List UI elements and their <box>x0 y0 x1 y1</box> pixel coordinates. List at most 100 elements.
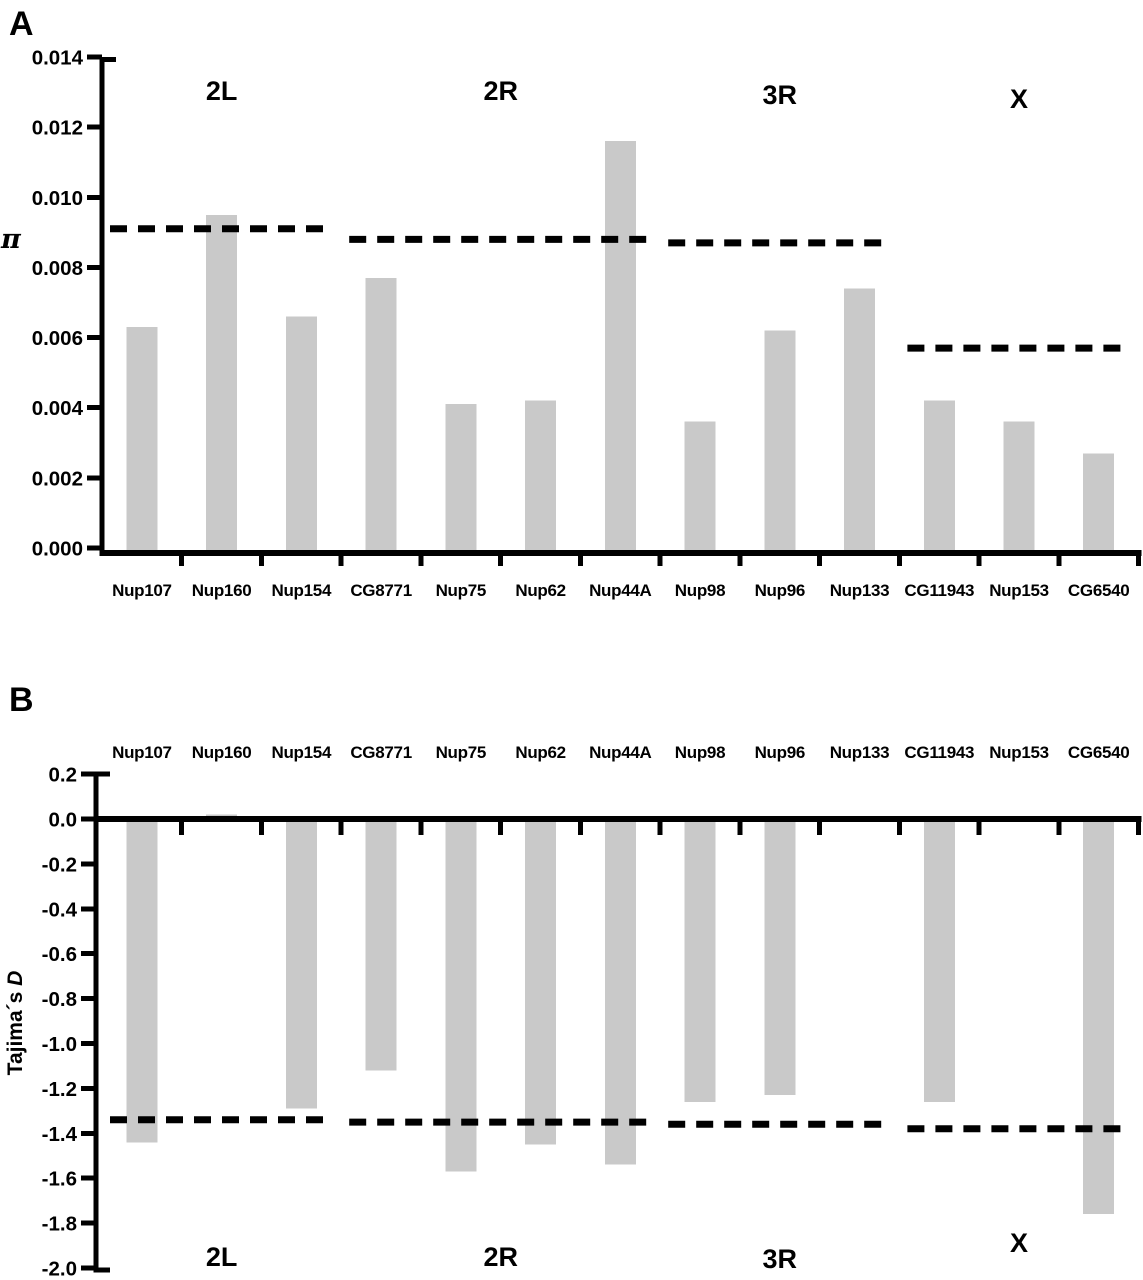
panel-a-bar-Nup75 <box>445 404 477 552</box>
panel-b-gene-label-Nup98: Nup98 <box>675 743 725 762</box>
panel-b-y-tick <box>81 861 96 867</box>
panel-b-bar-Nup96 <box>764 821 796 1096</box>
panel-a-gene-label-Nup75: Nup75 <box>436 581 486 600</box>
panel-a-bar-CG8771 <box>365 277 397 552</box>
panel-b-bar-CG6540 <box>1083 821 1115 1215</box>
panel-b-group-label-2L: 2L <box>206 1242 238 1272</box>
panel-b-bar-Nup44A <box>604 821 636 1165</box>
panel-b-y-tick-label: -0.6 <box>42 943 77 966</box>
panel-a-gene-label-Nup62: Nup62 <box>515 581 565 600</box>
panel-a-group-label-3R: 3R <box>763 80 798 110</box>
panel-b-x-tick <box>896 822 902 835</box>
panel-b-y-tick-label: -0.8 <box>42 988 77 1011</box>
panel-a-gene-label-Nup44A: Nup44A <box>589 581 651 600</box>
panel-b-y-tick-label: -1.0 <box>42 1033 77 1056</box>
panel-b-x-tick <box>1136 822 1142 835</box>
panel-a-y-tick-label: 0.004 <box>32 397 84 420</box>
panel-a-x-tick <box>896 552 902 566</box>
panel-b-gene-label-Nup160: Nup160 <box>192 743 252 762</box>
panel-a-x-tick <box>817 552 823 566</box>
panel-a-y-tick-label: 0.006 <box>32 327 83 350</box>
panel-b-gene-label-CG11943: CG11943 <box>904 743 974 762</box>
panel-a-y-axis-cap <box>104 57 116 62</box>
panel-b-y-tick-label: -1.8 <box>42 1213 77 1236</box>
panel-a-bar-Nup154 <box>285 316 317 552</box>
panel-a-gene-label-Nup96: Nup96 <box>755 581 805 600</box>
panel-a-x-tick <box>737 552 743 566</box>
panel-b-y-tick <box>81 951 96 957</box>
panel-a-gene-label-Nup153: Nup153 <box>989 581 1049 600</box>
panel-b-y-tick <box>81 1085 96 1091</box>
panel-b-y-tick-label: -1.4 <box>42 1123 78 1146</box>
panel-b-bar-Nup62 <box>525 821 557 1145</box>
panel-b-y-axis-title: Tajima´s D <box>4 971 27 1076</box>
panel-b-gene-label-Nup96: Nup96 <box>755 743 805 762</box>
panel-b-group-label-2R: 2R <box>483 1242 518 1272</box>
panel-a-bar-Nup153 <box>1003 421 1035 552</box>
panel-a-y-tick <box>87 124 102 130</box>
panel-b-y-tick-label: -2.0 <box>42 1258 77 1280</box>
panel-a-y-tick-label: 0.012 <box>32 117 83 140</box>
panel-a-x-tick <box>976 552 982 566</box>
panel-b-y-tick-label: 0.0 <box>49 809 78 832</box>
panel-b-y-tick <box>81 1130 96 1136</box>
panel-a-y-tick <box>87 54 102 60</box>
panel-b-bar-CG11943 <box>923 821 955 1102</box>
panel-b-y-tick <box>81 1175 96 1181</box>
panel-a-gene-label-Nup154: Nup154 <box>271 581 331 600</box>
panel-a-gene-label-Nup98: Nup98 <box>675 581 725 600</box>
panel-b-y-tick-label: -1.6 <box>42 1168 77 1191</box>
panel-a-y-tick-label: 0.008 <box>32 257 83 280</box>
panel-a-group-label-2R: 2R <box>483 76 518 106</box>
panel-a-x-tick <box>498 552 504 566</box>
panel-a-bar-Nup44A <box>604 141 636 552</box>
panel-a-label: A <box>9 5 34 43</box>
panel-a-y-tick <box>87 264 102 270</box>
panel-b-y-tick <box>81 1041 96 1046</box>
panel-b-y-axis-bottom-cap <box>98 1267 110 1273</box>
panel-b-y-tick-label: -1.2 <box>42 1078 77 1101</box>
panel-a-x-tick <box>657 552 663 566</box>
panel-a: 0.000 0.002 0.004 0.006 0.008 0.010 0.012 0.014… <box>32 47 1142 600</box>
panel-a-bar-Nup62 <box>525 400 557 552</box>
panel-a-x-tick <box>1056 552 1062 566</box>
panel-b-y-tick <box>81 996 96 1002</box>
panel-a-bar-Nup107 <box>126 327 158 552</box>
panel-b-gene-label-Nup107: Nup107 <box>112 743 172 762</box>
panel-b-y-tick-label: -0.2 <box>42 853 77 876</box>
panel-b-y-tick <box>81 771 96 777</box>
panel-b-x-tick <box>737 822 743 835</box>
panel-b-x-tick <box>577 822 583 835</box>
panel-a-x-tick <box>338 552 344 566</box>
panel-b-x-tick <box>498 822 504 835</box>
panel-b-group-label-X: X <box>1010 1228 1028 1258</box>
panel-b-x-tick <box>657 822 663 835</box>
panel-a-y-axis <box>99 57 105 556</box>
panel-a-y-tick <box>87 405 102 411</box>
panel-b-gene-label-Nup44A: Nup44A <box>589 743 651 762</box>
panel-b-gene-label-CG8771: CG8771 <box>350 743 412 762</box>
panel-b-x-tick <box>418 822 424 835</box>
panel-b-gene-label-Nup75: Nup75 <box>436 743 486 762</box>
panel-a-gene-label-Nup133: Nup133 <box>830 581 890 600</box>
panel-b-y-tick-label: -0.4 <box>42 898 78 921</box>
panel-b-y-tick <box>81 1265 96 1271</box>
panel-a-x-tick <box>179 552 185 566</box>
panel-b-group-label-3R: 3R <box>763 1244 798 1274</box>
panel-a-bar-Nup133 <box>844 288 875 552</box>
panel-a-y-tick <box>87 194 102 200</box>
panel-a-y-tick <box>87 335 102 341</box>
panel-b-gene-label-Nup153: Nup153 <box>989 743 1049 762</box>
panel-a-bar-Nup98 <box>684 421 716 552</box>
panel-a-gene-label-CG8771: CG8771 <box>350 581 412 600</box>
panel-b-bar-Nup75 <box>445 821 477 1172</box>
panel-a-y-tick-label: 0.014 <box>32 47 84 70</box>
panel-a-gene-label-CG11943: CG11943 <box>904 581 974 600</box>
panel-a-x-tick <box>1136 552 1142 566</box>
panel-a-y-axis-title: π <box>1 224 21 255</box>
panel-a-y-tick <box>87 545 102 551</box>
panel-b-gene-label-Nup154: Nup154 <box>271 743 331 762</box>
panel-a-x-tick <box>418 552 424 566</box>
